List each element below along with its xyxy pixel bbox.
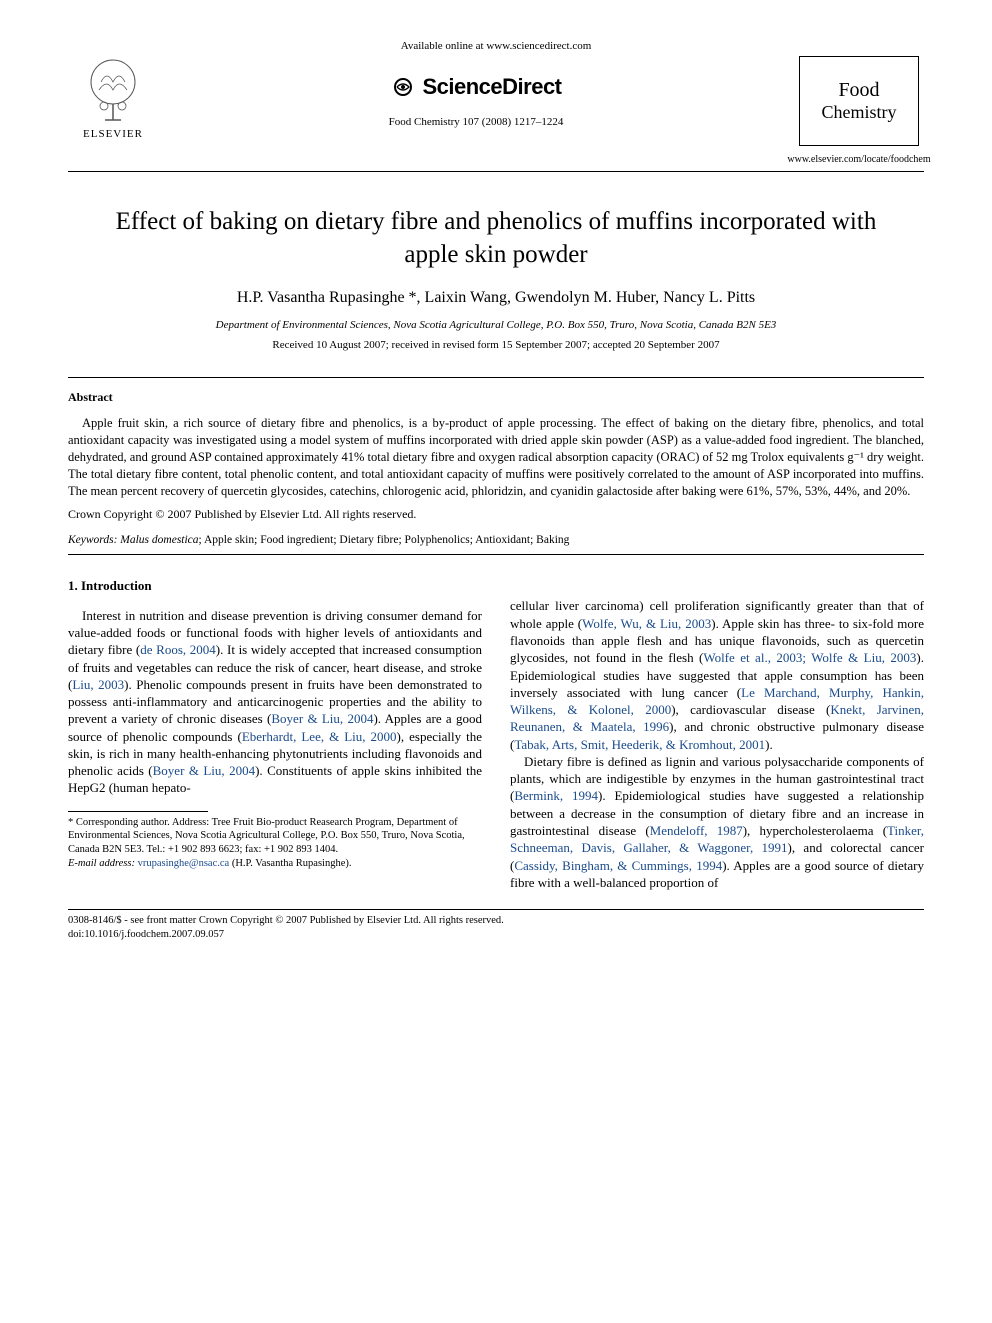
cite-deroos[interactable]: de Roos, 2004 [140, 642, 216, 657]
keywords-first: Malus domestica [120, 534, 198, 546]
email-label: E-mail address: [68, 858, 135, 869]
column-right: cellular liver carcinoma) cell prolifera… [510, 555, 924, 891]
corresponding-author-footnote: * Corresponding author. Address: Tree Fr… [68, 816, 482, 871]
intro-para-2: Dietary fibre is defined as lignin and v… [510, 753, 924, 891]
keywords-rest: ; Apple skin; Food ingredient; Dietary f… [199, 534, 570, 546]
journal-cover: Food Chemistry [799, 56, 919, 146]
header-rule [68, 171, 924, 172]
section-1-heading: 1. Introduction [68, 577, 482, 594]
footer-rule [68, 909, 924, 910]
intro-para-1-left: Interest in nutrition and disease preven… [68, 607, 482, 797]
author-email[interactable]: vrupasinghe@nsac.ca [138, 858, 230, 869]
abstract-heading: Abstract [68, 390, 924, 405]
header-center: ScienceDirect Food Chemistry 107 (2008) … [158, 56, 794, 128]
journal-name-line2: Chemistry [822, 102, 897, 123]
cite-boyer-liu-2[interactable]: Boyer & Liu, 2004 [153, 763, 255, 778]
cite-wolfe-2003[interactable]: Wolfe et al., 2003; Wolfe & Liu, 2003 [703, 650, 916, 665]
sciencedirect-logo: ScienceDirect [390, 74, 561, 100]
footer-doi: doi:10.1016/j.foodchem.2007.09.057 [68, 928, 924, 942]
cite-mendeloff[interactable]: Mendeloff, 1987 [650, 823, 743, 838]
elsevier-tree-icon [83, 56, 143, 126]
abstract-copyright: Crown Copyright © 2007 Published by Else… [68, 507, 924, 522]
available-online-line: Available online at www.sciencedirect.co… [68, 40, 924, 52]
footer: 0308-8146/$ - see front matter Crown Cop… [68, 914, 924, 941]
journal-citation: Food Chemistry 107 (2008) 1217–1224 [389, 116, 564, 128]
sciencedirect-icon [390, 74, 416, 100]
article-dates: Received 10 August 2007; received in rev… [68, 339, 924, 351]
journal-url: www.elsevier.com/locate/foodchem [787, 154, 930, 165]
header-row: ELSEVIER ScienceDirect Food Chemistry 10… [68, 56, 924, 165]
cite-boyer-liu-1[interactable]: Boyer & Liu, 2004 [271, 711, 373, 726]
article-title: Effect of baking on dietary fibre and ph… [88, 206, 904, 271]
body-columns: 1. Introduction Interest in nutrition an… [68, 555, 924, 891]
column-left: 1. Introduction Interest in nutrition an… [68, 555, 482, 891]
keywords-line: Keywords: Malus domestica; Apple skin; F… [68, 534, 924, 546]
elsevier-label: ELSEVIER [83, 128, 143, 140]
cite-wolfe-wu-liu[interactable]: Wolfe, Wu, & Liu, 2003 [582, 616, 711, 631]
authors-line: H.P. Vasantha Rupasinghe *, Laixin Wang,… [68, 289, 924, 307]
cite-bermink[interactable]: Bermink, 1994 [514, 788, 598, 803]
affiliation: Department of Environmental Sciences, No… [68, 319, 924, 331]
footnote-rule [68, 811, 208, 812]
cite-tabak[interactable]: Tabak, Arts, Smit, Heederik, & Kromhout,… [514, 737, 765, 752]
cite-cassidy[interactable]: Cassidy, Bingham, & Cummings, 1994 [514, 858, 722, 873]
sciencedirect-text: ScienceDirect [422, 74, 561, 100]
elsevier-logo-block: ELSEVIER [68, 56, 158, 140]
footer-copyright: 0308-8146/$ - see front matter Crown Cop… [68, 914, 924, 928]
journal-name-line1: Food [838, 79, 879, 102]
abstract-body: Apple fruit skin, a rich source of dieta… [68, 415, 924, 499]
journal-block: Food Chemistry www.elsevier.com/locate/f… [794, 56, 924, 165]
keywords-label: Keywords: [68, 534, 117, 546]
cite-liu2003[interactable]: Liu, 2003 [72, 677, 124, 692]
cite-eberhardt[interactable]: Eberhardt, Lee, & Liu, 2000 [242, 729, 397, 744]
intro-para-1-right: cellular liver carcinoma) cell prolifera… [510, 597, 924, 753]
